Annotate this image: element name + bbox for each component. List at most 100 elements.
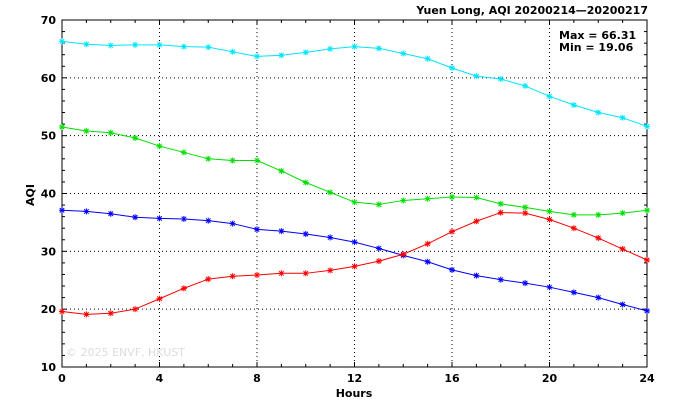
- data-point: [132, 306, 139, 313]
- data-point: [619, 246, 626, 253]
- data-point: [546, 93, 553, 100]
- x-tick-label: 0: [58, 372, 66, 385]
- data-point: [327, 267, 334, 274]
- data-point: [375, 45, 382, 52]
- data-point: [522, 280, 529, 287]
- data-point: [400, 50, 407, 57]
- data-point: [644, 123, 650, 130]
- data-point: [473, 218, 480, 225]
- data-point: [278, 52, 285, 59]
- x-tick-label: 4: [156, 372, 164, 385]
- y-tick-label: 20: [41, 303, 57, 316]
- data-point: [619, 114, 626, 121]
- y-tick-label: 50: [41, 130, 57, 143]
- data-point: [351, 263, 358, 270]
- data-point: [59, 308, 65, 315]
- x-tick-label: 24: [639, 372, 655, 385]
- data-point: [180, 43, 187, 50]
- data-point: [229, 157, 236, 164]
- data-point: [570, 102, 577, 109]
- y-tick-label: 30: [41, 245, 57, 258]
- data-point: [156, 295, 163, 302]
- data-point: [107, 210, 114, 217]
- data-point: [327, 189, 334, 196]
- data-point: [570, 211, 577, 218]
- data-point: [278, 167, 285, 174]
- grid: [62, 20, 647, 367]
- data-point: [546, 208, 553, 215]
- data-point: [424, 240, 431, 247]
- data-point: [278, 270, 285, 277]
- y-tick-label: 70: [41, 14, 57, 27]
- series-group: [59, 38, 650, 318]
- x-tick-label: 8: [253, 372, 261, 385]
- data-point: [327, 45, 334, 52]
- data-point: [497, 276, 504, 283]
- data-point: [595, 109, 602, 116]
- data-point: [644, 307, 650, 314]
- data-point: [619, 210, 626, 217]
- data-point: [205, 155, 212, 162]
- data-point: [180, 285, 187, 292]
- data-point: [400, 197, 407, 204]
- data-point: [570, 289, 577, 296]
- data-point: [278, 228, 285, 235]
- data-point: [595, 235, 602, 242]
- data-point: [522, 210, 529, 217]
- data-point: [473, 194, 480, 201]
- data-point: [400, 251, 407, 258]
- data-point: [644, 257, 650, 264]
- data-point: [449, 193, 455, 200]
- data-point: [595, 294, 602, 301]
- y-tick-label: 10: [41, 361, 57, 374]
- data-point: [595, 211, 602, 218]
- data-point: [546, 284, 553, 291]
- data-point: [229, 273, 236, 280]
- series-1: [59, 38, 650, 130]
- data-point: [205, 217, 212, 224]
- data-point: [254, 157, 260, 164]
- data-point: [327, 234, 334, 241]
- max-annotation: Max = 66.31: [559, 29, 636, 42]
- data-point: [180, 215, 187, 222]
- y-tick-label: 40: [41, 188, 57, 201]
- data-point: [156, 41, 163, 48]
- chart-title: Yuen Long, AQI 20200214—20200217: [415, 4, 648, 17]
- x-tick-label: 12: [347, 372, 362, 385]
- data-point: [254, 272, 260, 279]
- data-point: [473, 272, 480, 279]
- data-point: [351, 43, 358, 50]
- data-point: [83, 128, 90, 135]
- data-point: [156, 143, 163, 150]
- data-point: [302, 179, 309, 186]
- data-point: [644, 207, 650, 214]
- data-point: [449, 266, 455, 273]
- data-point: [375, 245, 382, 252]
- data-point: [473, 73, 480, 80]
- y-tick-label: 60: [41, 72, 57, 85]
- data-point: [107, 129, 114, 136]
- data-point: [424, 195, 431, 202]
- data-point: [302, 49, 309, 56]
- data-point: [83, 311, 90, 318]
- data-point: [522, 82, 529, 89]
- data-point: [83, 41, 90, 48]
- data-point: [619, 301, 626, 308]
- data-point: [449, 65, 455, 72]
- data-point: [59, 207, 65, 214]
- data-point: [570, 225, 577, 232]
- data-point: [497, 200, 504, 207]
- data-point: [205, 276, 212, 283]
- data-point: [302, 270, 309, 277]
- data-point: [375, 201, 382, 208]
- data-point: [107, 42, 114, 49]
- data-point: [351, 199, 358, 206]
- series-2: [59, 123, 650, 218]
- data-point: [375, 258, 382, 265]
- data-point: [424, 258, 431, 265]
- data-point: [254, 53, 260, 60]
- data-point: [497, 209, 504, 216]
- series-line: [61, 40, 648, 127]
